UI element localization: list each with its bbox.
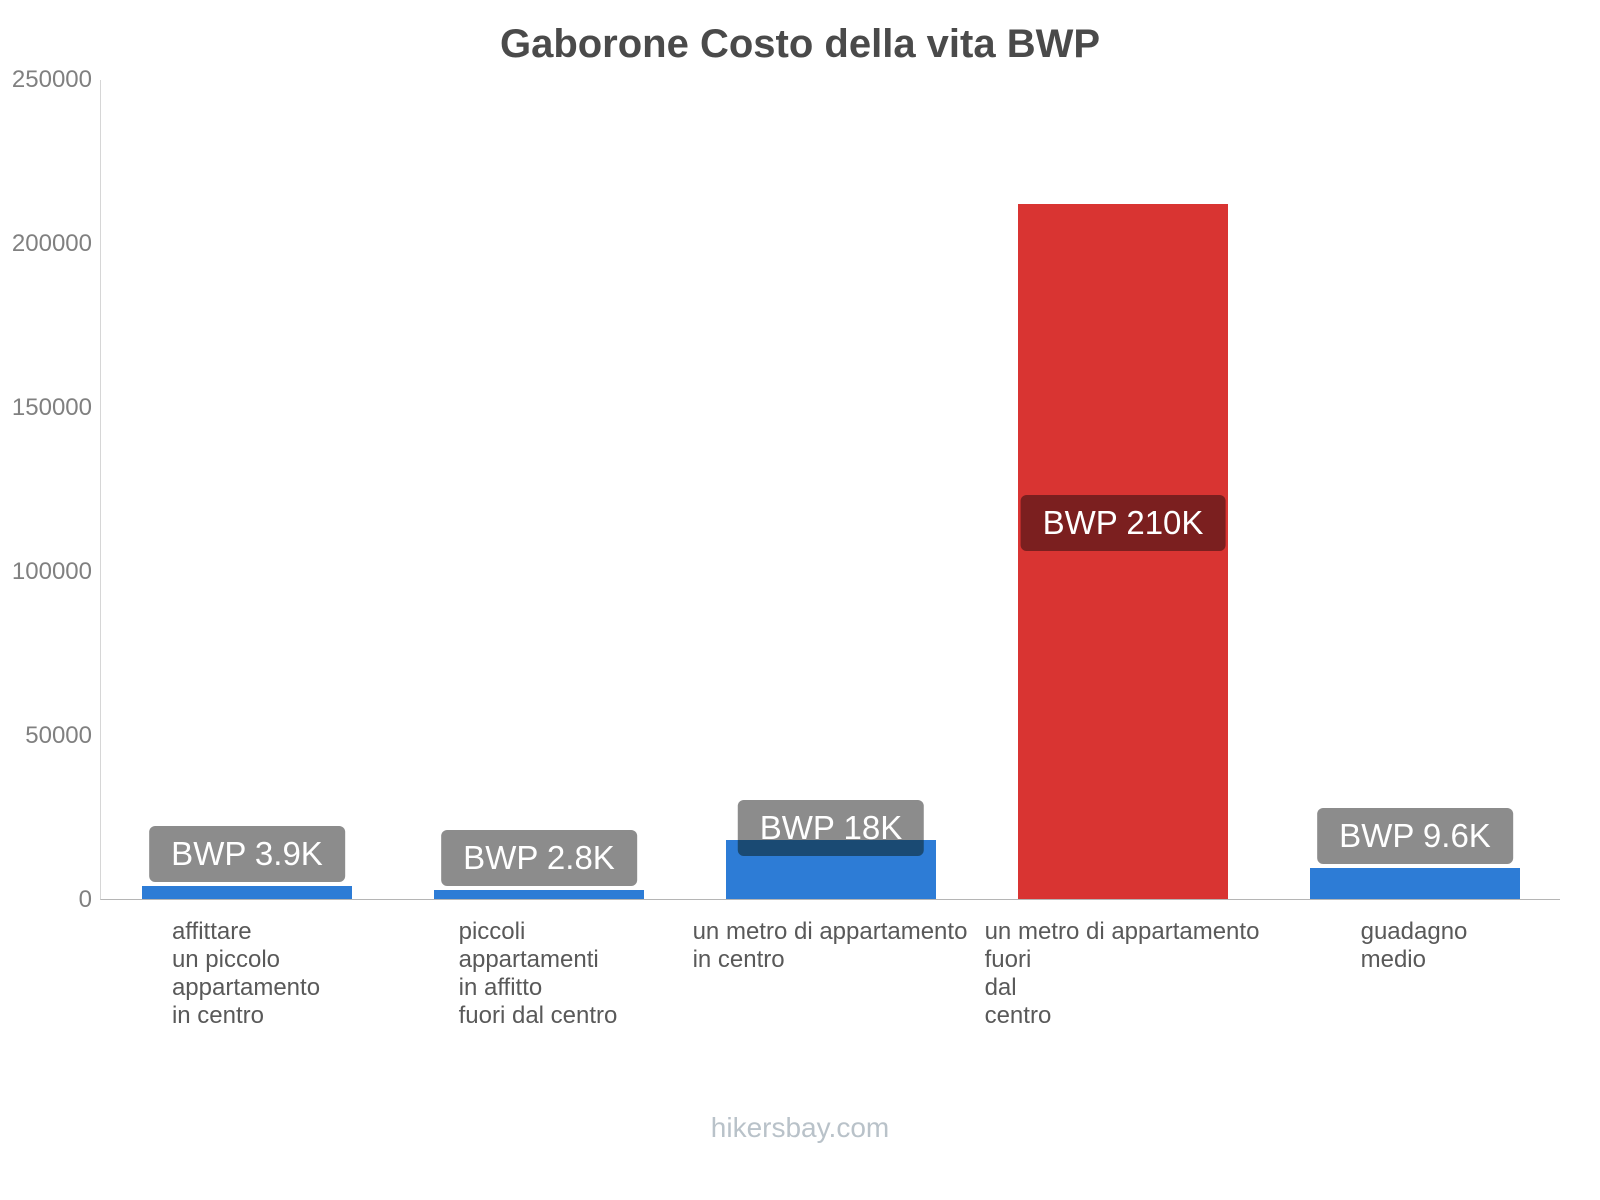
x-category-label-line: dal (984, 974, 1017, 1001)
x-category-label-line: appartamenti (458, 946, 599, 973)
x-category-label-line: medio (1360, 946, 1426, 973)
x-category-label-line: affittare (171, 918, 252, 945)
y-tick-label: 200000 (11, 230, 92, 257)
bar (434, 889, 644, 899)
x-category-label-line: in centro (171, 1002, 265, 1029)
x-axis-category-labels: affittare un piccolo appartamento in centro… (0, 918, 1600, 1078)
y-tick-label: 150000 (11, 394, 92, 421)
x-category-label-line: un metro di appartamento (984, 918, 1260, 945)
x-category-label: piccoli appartamenti in affitto fuori dal c… (459, 918, 618, 1030)
bar-value-label: BWP 9.6K (1317, 807, 1513, 864)
y-tick-label: 100000 (11, 558, 92, 585)
y-tick-label: 50000 (25, 722, 92, 749)
y-tick-label: 0 (78, 886, 92, 913)
x-category-label-line: in affitto (458, 974, 543, 1001)
x-category-label-line: fuori dal centro (458, 1002, 618, 1029)
x-category-label-line: in centro (692, 946, 785, 973)
x-category-label-line: guadagno (1360, 918, 1468, 945)
x-category-label: affittare un piccolo appartamento in centro (172, 918, 320, 1030)
x-category-label: guadagno medio (1361, 918, 1468, 974)
x-category-label-line: centro (984, 1002, 1052, 1029)
x-category-label-line: appartamento (171, 974, 321, 1001)
bar-value-label: BWP 18K (737, 799, 925, 856)
bar-value-label: BWP 3.9K (149, 826, 345, 883)
x-category-label-line: fuori (984, 946, 1032, 973)
y-axis-tick-labels: 0 50000 100000 150000 200000 250000 (0, 66, 92, 913)
watermark-text: hikersbay.com (710, 1112, 890, 1143)
y-tick-label: 250000 (11, 66, 92, 93)
chart-title: Gaborone Costo della vita BWP (499, 22, 1101, 66)
plot-area: BWP 3.9K BWP 2.8K BWP 18K BWP 210K BWP 9.6K (100, 80, 1560, 900)
bar-value-label: BWP 2.8K (441, 829, 637, 886)
x-category-label-line: un piccolo (171, 946, 281, 973)
bar-value-label: BWP 210K (1020, 495, 1226, 552)
x-category-label: un metro di appartamento fuori dal centro (985, 918, 1260, 1030)
x-category-label-line: piccoli (458, 918, 526, 945)
x-category-label: un metro di appartamento in centro (693, 918, 968, 974)
bar (1310, 867, 1520, 899)
x-category-label-line: un metro di appartamento (692, 918, 968, 945)
bar (142, 886, 352, 899)
